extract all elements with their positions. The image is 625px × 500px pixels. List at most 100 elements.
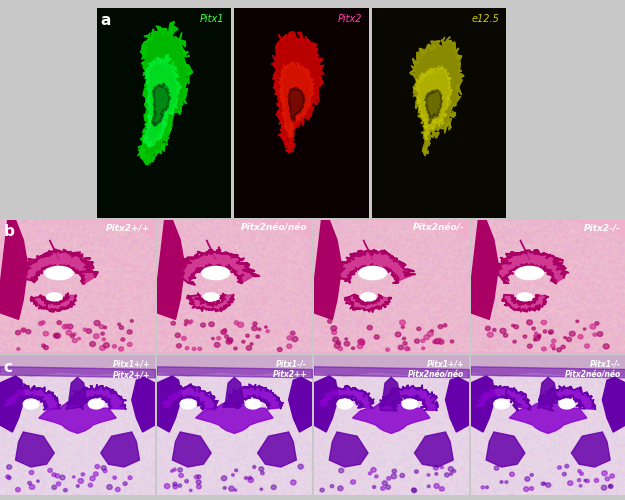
Ellipse shape: [360, 293, 376, 301]
Text: Pitx2-/-: Pitx2-/-: [584, 224, 621, 233]
Circle shape: [214, 342, 220, 347]
Circle shape: [558, 466, 561, 469]
Circle shape: [368, 472, 372, 475]
Circle shape: [29, 484, 35, 490]
Circle shape: [605, 477, 609, 481]
Circle shape: [266, 330, 269, 332]
Ellipse shape: [46, 293, 62, 301]
Text: Pitx2néo/néo: Pitx2néo/néo: [241, 224, 308, 233]
Circle shape: [271, 485, 276, 490]
Circle shape: [549, 332, 552, 334]
Text: a: a: [100, 13, 111, 28]
Circle shape: [399, 320, 405, 325]
Ellipse shape: [203, 293, 219, 301]
Polygon shape: [314, 355, 469, 376]
Circle shape: [278, 348, 282, 352]
Circle shape: [602, 471, 608, 476]
Circle shape: [412, 488, 416, 492]
Circle shape: [44, 346, 48, 350]
Circle shape: [127, 330, 132, 334]
Circle shape: [119, 347, 124, 351]
Circle shape: [196, 480, 201, 484]
Circle shape: [127, 342, 132, 346]
Circle shape: [182, 336, 186, 340]
Circle shape: [338, 347, 342, 350]
Circle shape: [452, 470, 456, 472]
Circle shape: [55, 474, 59, 478]
Circle shape: [90, 476, 95, 481]
Polygon shape: [31, 293, 76, 312]
Circle shape: [601, 485, 607, 490]
Circle shape: [584, 480, 586, 482]
Polygon shape: [314, 376, 339, 432]
Circle shape: [610, 474, 614, 478]
Ellipse shape: [402, 399, 418, 409]
Circle shape: [505, 480, 508, 484]
Ellipse shape: [202, 266, 230, 280]
Circle shape: [339, 468, 344, 473]
Circle shape: [434, 484, 439, 488]
Circle shape: [444, 473, 449, 477]
Circle shape: [107, 484, 112, 490]
Polygon shape: [132, 378, 155, 432]
Circle shape: [259, 467, 264, 471]
Ellipse shape: [45, 266, 73, 280]
Circle shape: [424, 335, 429, 340]
Text: Pitx1+/+
Pitx2néo/néo: Pitx1+/+ Pitx2néo/néo: [408, 359, 464, 380]
Polygon shape: [173, 432, 211, 467]
Circle shape: [593, 333, 597, 336]
Text: Pitx1: Pitx1: [200, 14, 224, 24]
Circle shape: [171, 470, 173, 472]
Circle shape: [368, 326, 372, 330]
Circle shape: [579, 484, 582, 487]
Circle shape: [481, 486, 484, 489]
Circle shape: [538, 334, 541, 337]
Circle shape: [437, 338, 442, 343]
Circle shape: [569, 331, 575, 336]
Circle shape: [395, 332, 401, 337]
Circle shape: [528, 344, 532, 348]
Circle shape: [609, 485, 612, 488]
Circle shape: [197, 475, 201, 478]
Circle shape: [434, 338, 440, 344]
Circle shape: [292, 336, 298, 342]
Circle shape: [112, 344, 116, 348]
Circle shape: [494, 466, 499, 470]
Circle shape: [406, 348, 410, 350]
Circle shape: [382, 481, 388, 486]
Circle shape: [332, 337, 339, 342]
Circle shape: [221, 476, 227, 480]
Ellipse shape: [517, 293, 532, 301]
Circle shape: [400, 474, 404, 478]
Circle shape: [386, 348, 389, 352]
Circle shape: [564, 336, 566, 338]
Ellipse shape: [23, 399, 39, 409]
Polygon shape: [151, 83, 171, 126]
Circle shape: [102, 338, 106, 341]
Circle shape: [439, 486, 444, 491]
Circle shape: [492, 328, 496, 332]
Circle shape: [173, 468, 176, 471]
Circle shape: [430, 330, 433, 332]
Circle shape: [534, 336, 540, 341]
Circle shape: [291, 480, 296, 485]
Circle shape: [328, 320, 332, 323]
Circle shape: [357, 344, 362, 348]
Text: Pitx1+/+
Pitx2+/+: Pitx1+/+ Pitx2+/+: [113, 359, 151, 380]
Circle shape: [438, 324, 442, 328]
Circle shape: [173, 482, 177, 486]
Circle shape: [421, 339, 425, 342]
Circle shape: [48, 468, 53, 472]
Polygon shape: [471, 220, 499, 320]
Circle shape: [398, 345, 403, 350]
Polygon shape: [66, 385, 126, 409]
Circle shape: [201, 323, 206, 327]
Circle shape: [253, 322, 257, 326]
Circle shape: [261, 472, 264, 475]
Circle shape: [534, 334, 538, 338]
Polygon shape: [382, 378, 401, 406]
Circle shape: [178, 484, 182, 487]
Circle shape: [234, 321, 239, 324]
Circle shape: [486, 326, 491, 330]
Polygon shape: [258, 432, 296, 467]
